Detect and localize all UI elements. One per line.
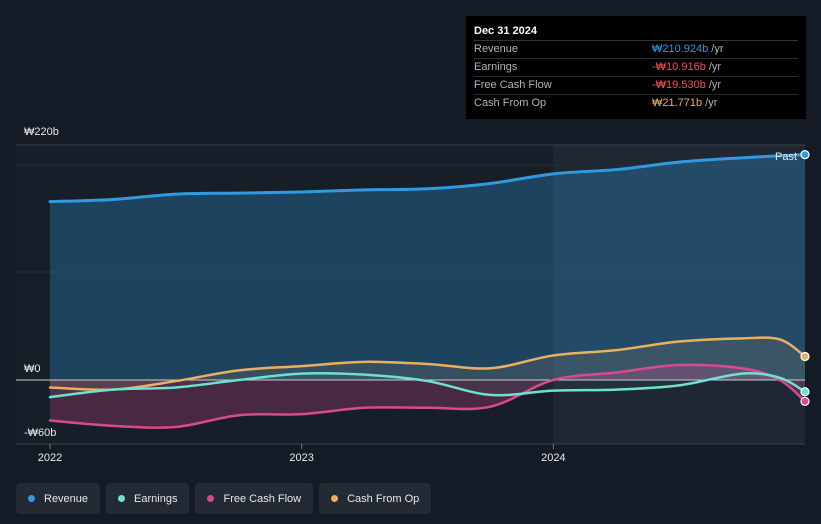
legend-label: Cash From Op	[347, 492, 420, 505]
legend-item-revenue[interactable]: Revenue	[16, 483, 101, 514]
tooltip-value: -₩10.916b	[652, 61, 706, 73]
tooltip-value: ₩210.924b	[652, 43, 709, 55]
tooltip-panel: Dec 31 2024 Revenue ₩210.924b /yr Earnin…	[466, 16, 806, 119]
series-line-free-cash-flow	[48, 363, 807, 429]
tooltip-unit: /yr	[711, 43, 724, 55]
series-line-revenue	[48, 153, 807, 204]
tooltip-label: Free Cash Flow	[474, 79, 552, 91]
legend-dot-icon	[207, 495, 215, 502]
y-tick-label: -₩60b	[24, 427, 56, 439]
legend-label: Earnings	[134, 492, 178, 505]
y-tick-label: ₩0	[24, 363, 41, 375]
series-line-earnings	[48, 371, 807, 399]
series-line-cash-from-op	[48, 336, 807, 392]
tooltip-label: Revenue	[474, 43, 519, 55]
chart-background	[16, 144, 805, 445]
series-endpoint-earnings	[800, 387, 810, 397]
tooltip-unit: /yr	[708, 61, 722, 73]
tooltip-value: -₩19.530b	[652, 79, 706, 91]
chart-legend: Revenue Earnings Free Cash Flow Cash Fro…	[16, 483, 432, 514]
x-tick-label: 2023	[289, 452, 313, 464]
tooltip-row-revenue: Revenue ₩210.924b /yr	[474, 41, 798, 59]
tooltip-label: Earnings	[474, 61, 518, 73]
legend-label: Revenue	[44, 492, 89, 505]
past-region	[553, 145, 805, 444]
tooltip-value: ₩21.771b	[652, 97, 703, 109]
legend-label: Free Cash Flow	[223, 492, 302, 505]
tooltip-unit: /yr	[708, 79, 722, 91]
past-label: Past	[775, 151, 797, 163]
series-area-revenue	[50, 154, 805, 380]
series-endpoint-revenue	[800, 150, 810, 160]
series-endpoint-cash-from-op	[800, 351, 810, 362]
legend-item-earnings[interactable]: Earnings	[106, 483, 190, 514]
y-tick-label: ₩220b	[24, 126, 59, 138]
tooltip-row-cash-from-op: Cash From Op ₩21.771b /yr	[474, 95, 798, 112]
legend-dot-icon	[118, 495, 126, 502]
legend-dot-icon	[28, 495, 35, 502]
legend-item-free-cash-flow[interactable]: Free Cash Flow	[195, 483, 314, 514]
x-tick-label: 2024	[541, 452, 565, 464]
series-lines	[48, 150, 810, 429]
tooltip-unit: /yr	[705, 97, 718, 109]
x-tick-label: 2022	[38, 452, 62, 464]
axis-ticks: ₩220b ₩0 -₩60b 2022 2023 2024	[24, 126, 566, 464]
tooltip-label: Cash From Op	[474, 97, 547, 109]
legend-dot-icon	[331, 495, 339, 502]
tooltip-date: Dec 31 2024	[474, 23, 798, 41]
tooltip-row-free-cash-flow: Free Cash Flow -₩19.530b /yr	[474, 77, 798, 95]
legend-item-cash-from-op[interactable]: Cash From Op	[319, 483, 432, 514]
tooltip-row-earnings: Earnings -₩10.916b /yr	[474, 59, 798, 77]
series-endpoint-free-cash-flow	[800, 396, 810, 406]
